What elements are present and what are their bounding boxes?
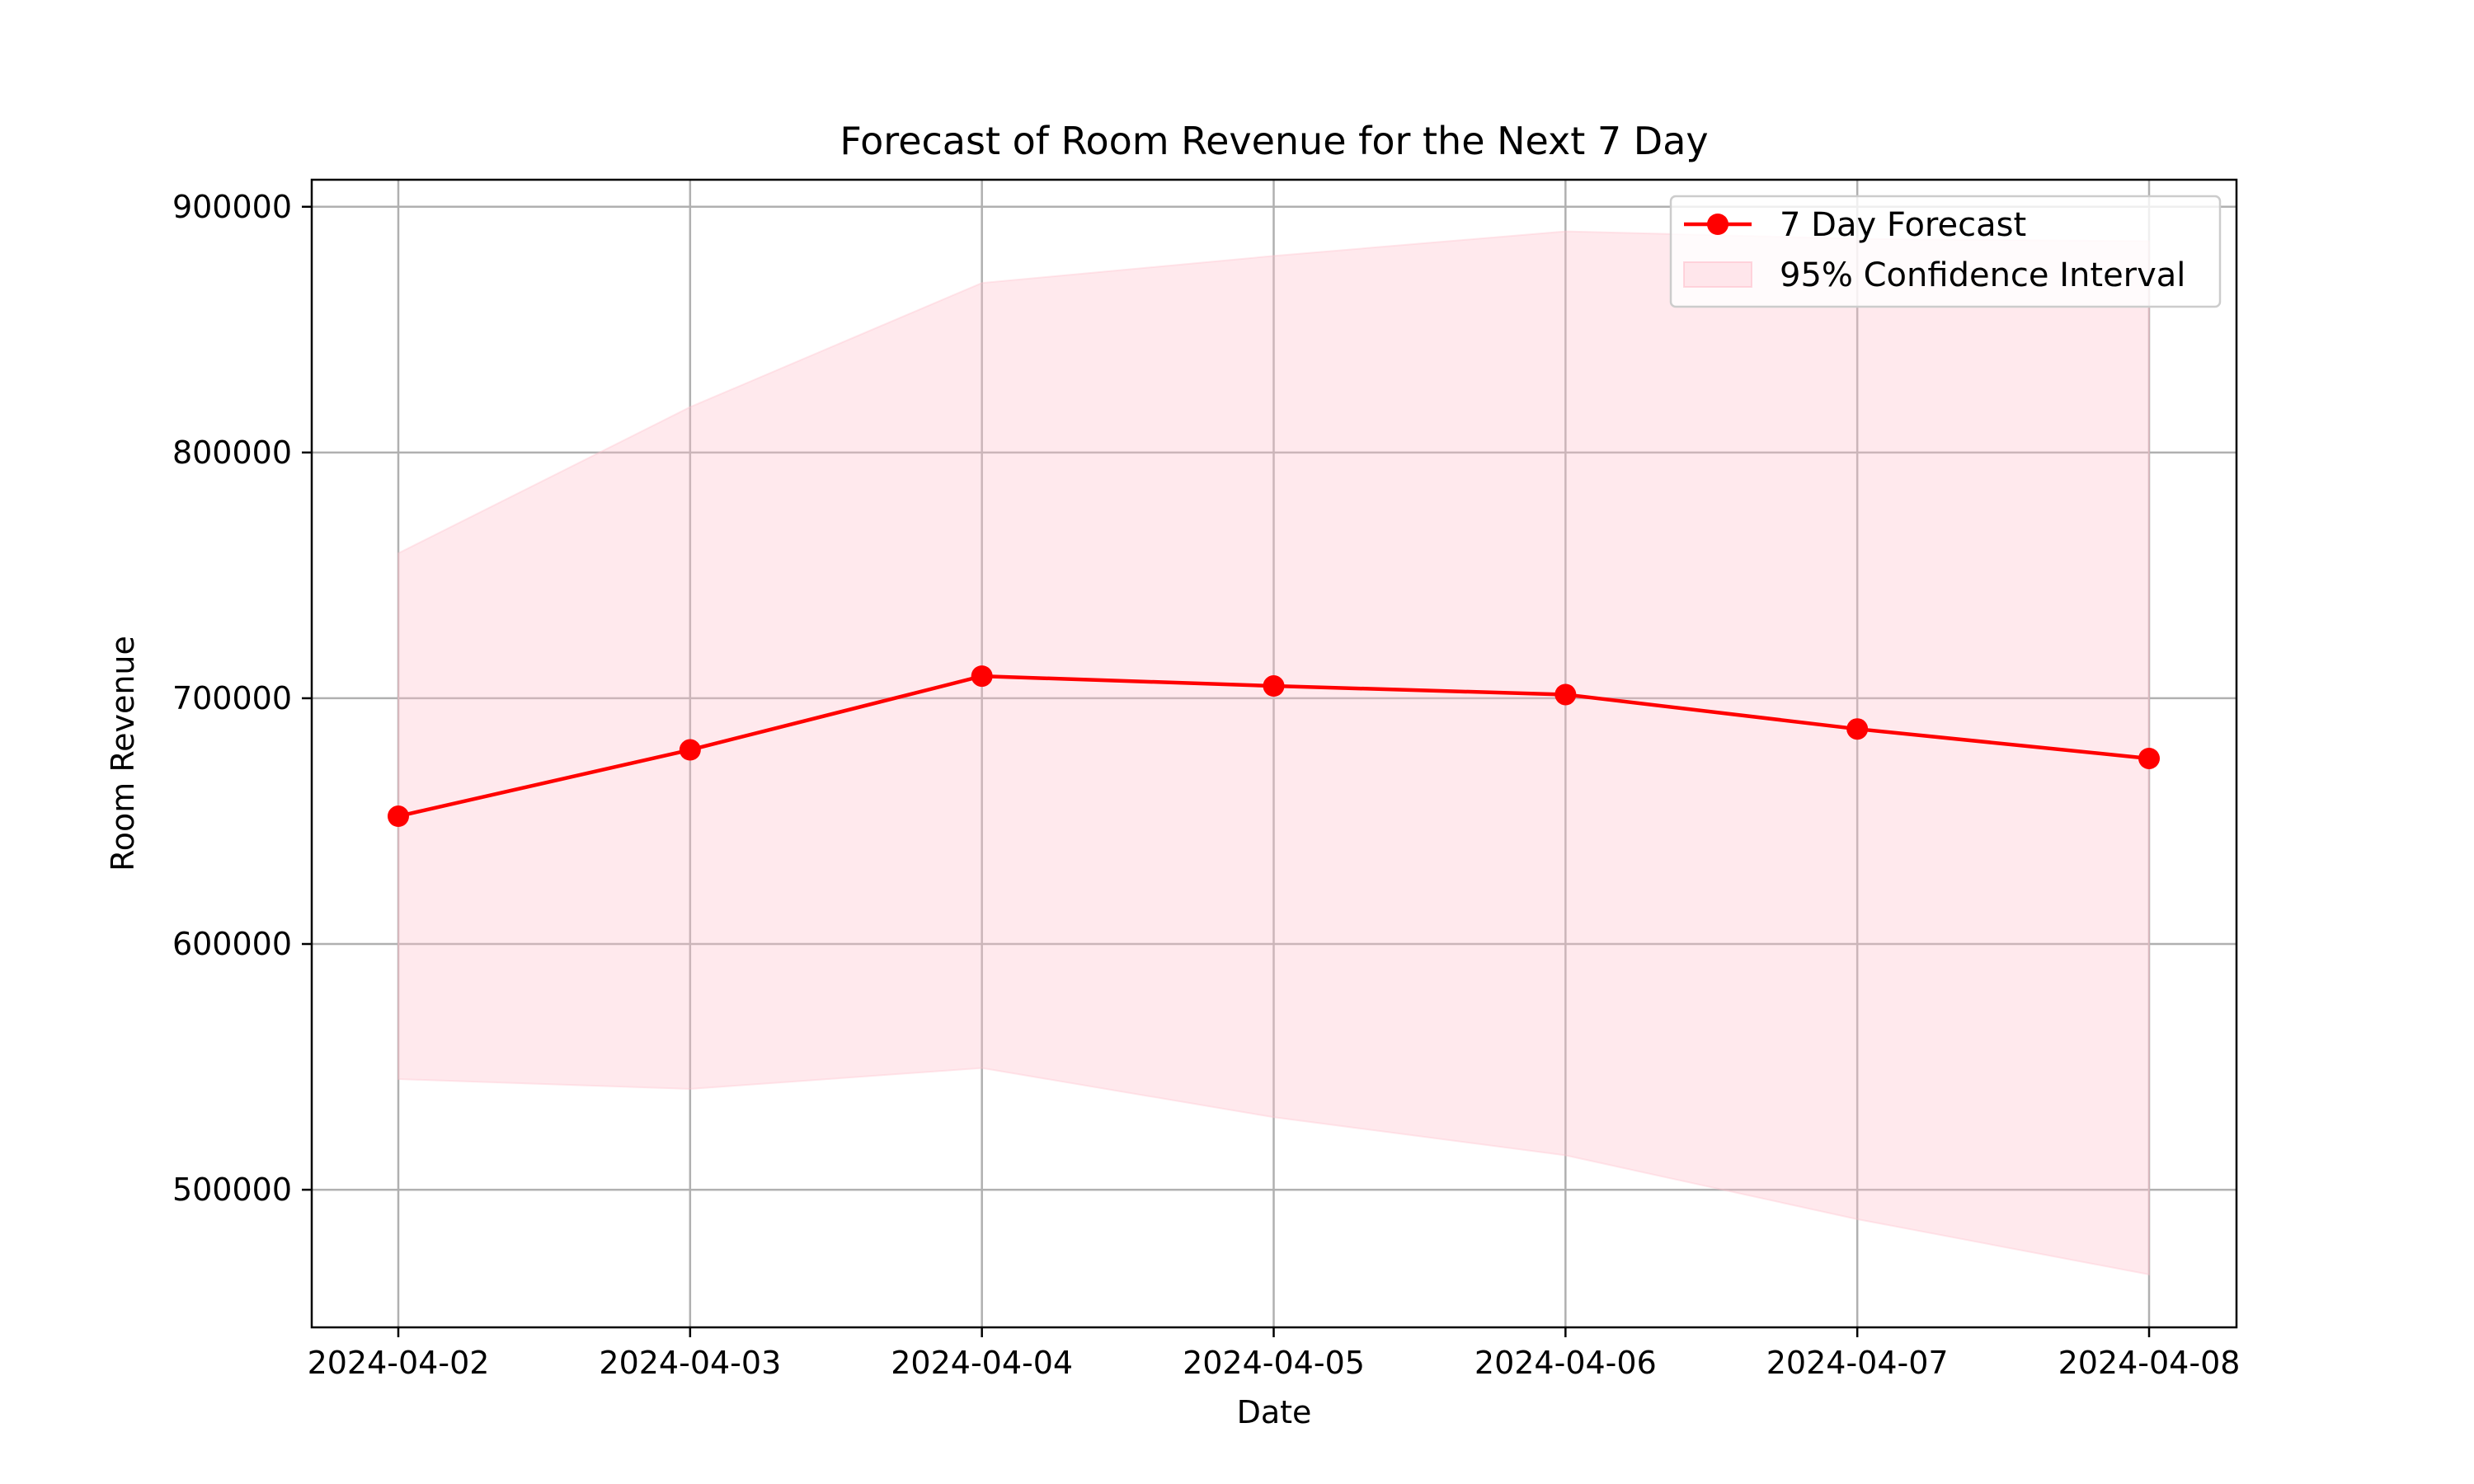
- forecast-point: [1846, 718, 1869, 740]
- y-tick-label: 500000: [172, 1172, 292, 1208]
- y-tick-label: 700000: [172, 680, 292, 716]
- series-layer: [388, 665, 2160, 828]
- y-tick-label: 900000: [172, 189, 292, 225]
- forecast-point: [971, 665, 993, 688]
- y-tick-label: 600000: [172, 926, 292, 962]
- forecast-point: [1263, 675, 1285, 697]
- legend: 7 Day Forecast 95% Confidence Interval: [1669, 195, 2222, 308]
- forecast-point: [388, 805, 409, 828]
- x-tick-label: 2024-04-02: [308, 1345, 490, 1381]
- legend-series-label: 7 Day Forecast: [1780, 206, 2026, 244]
- forecast-point: [679, 739, 701, 761]
- x-tick-label: 2024-04-06: [1475, 1345, 1657, 1381]
- confidence-band-layer: [397, 230, 2150, 1276]
- confidence-interval-band: [397, 230, 2150, 1276]
- x-tick-label: 2024-04-04: [891, 1345, 1073, 1381]
- forecast-point: [1554, 683, 1577, 706]
- grid-lines: [312, 180, 2236, 1327]
- y-axis-title: Room Revenue: [105, 636, 141, 871]
- chart-title: Forecast of Room Revenue for the Next 7 …: [840, 119, 1708, 163]
- x-tick-label: 2024-04-08: [2058, 1345, 2241, 1381]
- legend-band-label: 95% Confidence Interval: [1780, 256, 2185, 294]
- x-axis-title: Date: [1237, 1394, 1312, 1430]
- x-tick-label: 2024-04-05: [1183, 1345, 1365, 1381]
- legend-series-marker: [1707, 214, 1729, 235]
- y-axis-ticks: 500000 600000 700000 800000 900000: [172, 189, 312, 1208]
- x-tick-label: 2024-04-03: [599, 1345, 781, 1381]
- y-tick-label: 800000: [172, 434, 292, 471]
- legend-box: [1669, 195, 2222, 308]
- forecast-point: [2138, 747, 2160, 769]
- legend-band-swatch: [1683, 261, 1752, 288]
- x-tick-label: 2024-04-07: [1766, 1345, 1949, 1381]
- x-axis-ticks: 2024-04-02 2024-04-03 2024-04-04 2024-04-05…: [308, 1327, 2241, 1381]
